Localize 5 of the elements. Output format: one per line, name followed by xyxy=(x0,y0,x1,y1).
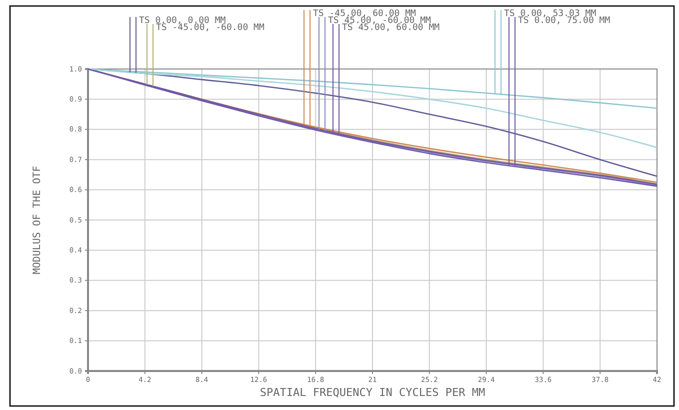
y-axis-title: MODULUS OF THE OTF xyxy=(32,166,43,274)
text: TS -45.00, -60.00 MM xyxy=(156,23,265,33)
text: TS 45.00, 60.00 MM xyxy=(342,23,440,33)
text: TS 0.00, 75.00 MM xyxy=(518,16,611,26)
x-axis-title: SPATIAL FREQUENCY IN CYCLES PER MM xyxy=(260,386,486,399)
